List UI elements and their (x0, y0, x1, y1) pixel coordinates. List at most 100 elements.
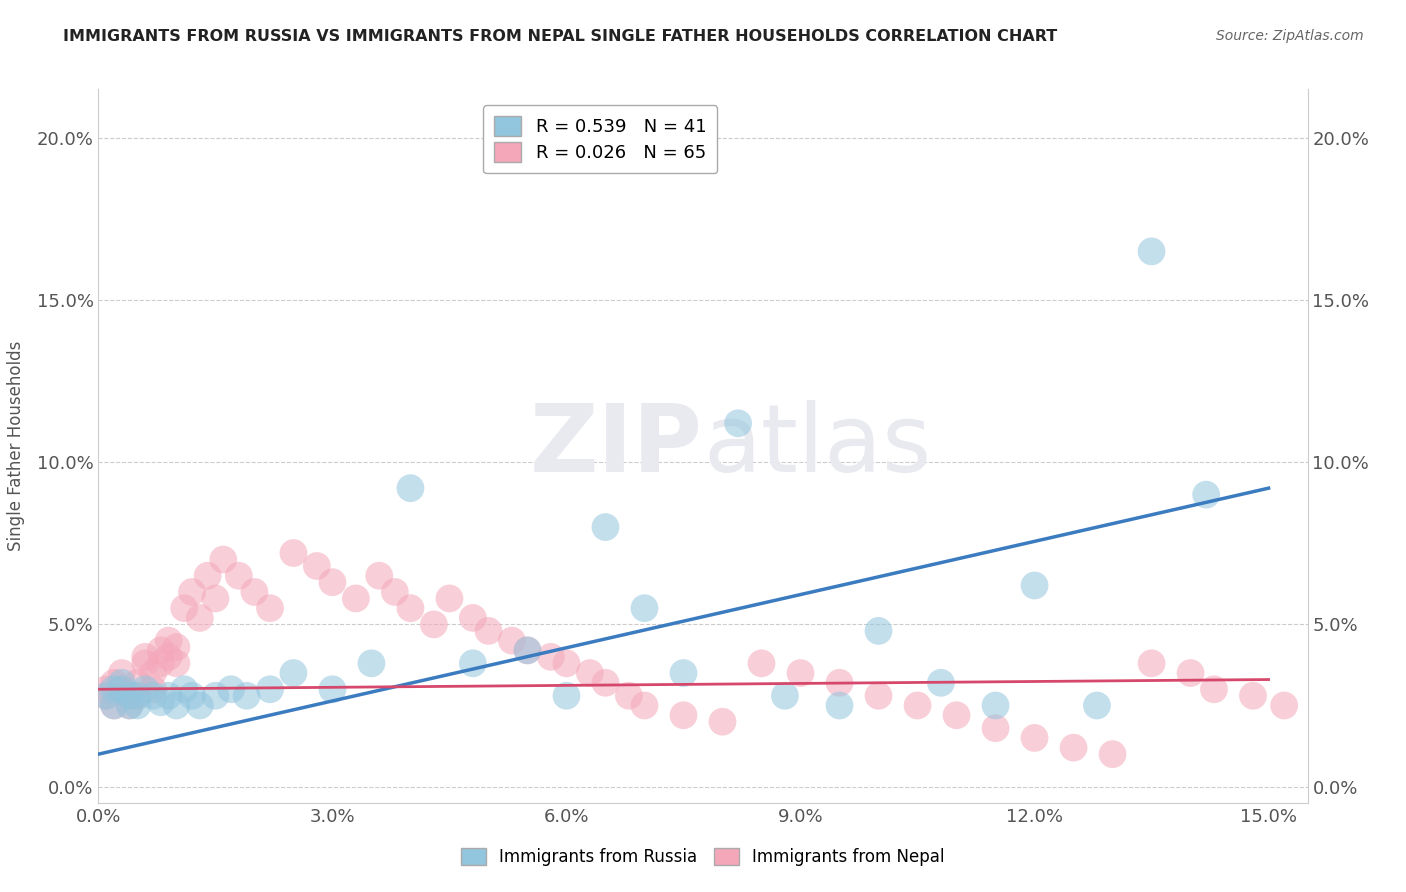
Point (579, 666, 602, 681)
Point (633, 698, 655, 713)
Point (96, 682, 118, 697)
Point (711, 714, 734, 729)
Point (751, 657, 773, 671)
Point (219, 682, 242, 697)
Point (501, 633, 523, 648)
Point (142, 682, 165, 697)
Point (516, 643, 538, 657)
Point (142, 689, 165, 703)
Point (368, 568, 391, 582)
Point (103, 698, 125, 713)
Point (259, 601, 281, 615)
Point (461, 611, 484, 625)
Point (197, 568, 219, 582)
Point (259, 682, 281, 697)
Point (157, 633, 180, 648)
Point (399, 601, 422, 615)
Point (181, 689, 204, 703)
Point (360, 657, 382, 671)
Legend: Immigrants from Russia, Immigrants from Nepal: Immigrants from Russia, Immigrants from … (454, 841, 952, 873)
Text: ZIP: ZIP (530, 400, 703, 492)
Point (461, 657, 484, 671)
Point (1085, 698, 1108, 713)
Point (228, 568, 250, 582)
Point (727, 417, 749, 431)
Point (149, 643, 172, 657)
Point (423, 617, 446, 632)
Point (321, 575, 343, 590)
Point (1024, 578, 1046, 592)
Point (173, 601, 195, 615)
Point (149, 657, 172, 671)
Text: Source: ZipAtlas.com: Source: ZipAtlas.com (1216, 29, 1364, 43)
Point (321, 682, 343, 697)
Point (283, 546, 305, 560)
Point (142, 666, 165, 681)
Point (907, 698, 929, 713)
Point (165, 640, 187, 654)
Point (595, 675, 617, 690)
Point (173, 682, 195, 697)
Point (1140, 657, 1163, 671)
Point (1202, 682, 1225, 697)
Text: atlas: atlas (703, 400, 931, 492)
Point (868, 624, 890, 638)
Point (384, 585, 406, 599)
Point (134, 649, 156, 664)
Point (984, 698, 1007, 713)
Point (134, 682, 156, 697)
Point (283, 666, 305, 681)
Point (235, 689, 257, 703)
Point (111, 682, 134, 697)
Point (672, 666, 695, 681)
Point (157, 649, 180, 664)
Point (1140, 244, 1163, 259)
Point (149, 695, 172, 709)
Point (118, 689, 141, 703)
Point (103, 682, 125, 697)
Point (111, 666, 134, 681)
Point (103, 698, 125, 713)
Text: IMMIGRANTS FROM RUSSIA VS IMMIGRANTS FROM NEPAL SINGLE FATHER HOUSEHOLDS CORRELA: IMMIGRANTS FROM RUSSIA VS IMMIGRANTS FRO… (63, 29, 1057, 44)
Point (828, 675, 851, 690)
Point (157, 689, 180, 703)
Point (1101, 747, 1123, 761)
Point (96, 689, 118, 703)
Point (212, 552, 235, 566)
Point (672, 708, 695, 723)
Point (204, 591, 226, 606)
Point (555, 657, 578, 671)
Point (633, 601, 655, 615)
Point (516, 643, 538, 657)
Point (1024, 731, 1046, 745)
Point (789, 666, 811, 681)
Point (204, 689, 226, 703)
Point (595, 520, 617, 534)
Point (118, 698, 141, 713)
Point (617, 689, 640, 703)
Point (399, 481, 422, 495)
Point (868, 689, 890, 703)
Point (127, 675, 149, 690)
Point (111, 682, 134, 697)
Point (344, 591, 367, 606)
Legend: R = 0.539   N = 41, R = 0.026   N = 65: R = 0.539 N = 41, R = 0.026 N = 65 (484, 105, 717, 173)
Point (984, 721, 1007, 735)
Point (96, 689, 118, 703)
Point (1272, 698, 1295, 713)
Point (1063, 740, 1085, 755)
Point (118, 698, 141, 713)
Point (439, 591, 461, 606)
Point (828, 698, 851, 713)
Point (103, 675, 125, 690)
Point (127, 689, 149, 703)
Point (188, 698, 211, 713)
Point (555, 689, 578, 703)
Point (1241, 689, 1264, 703)
Point (1180, 666, 1202, 681)
Point (127, 698, 149, 713)
Y-axis label: Single Father Households: Single Father Households (7, 341, 25, 551)
Point (929, 675, 952, 690)
Point (134, 657, 156, 671)
Point (540, 649, 562, 664)
